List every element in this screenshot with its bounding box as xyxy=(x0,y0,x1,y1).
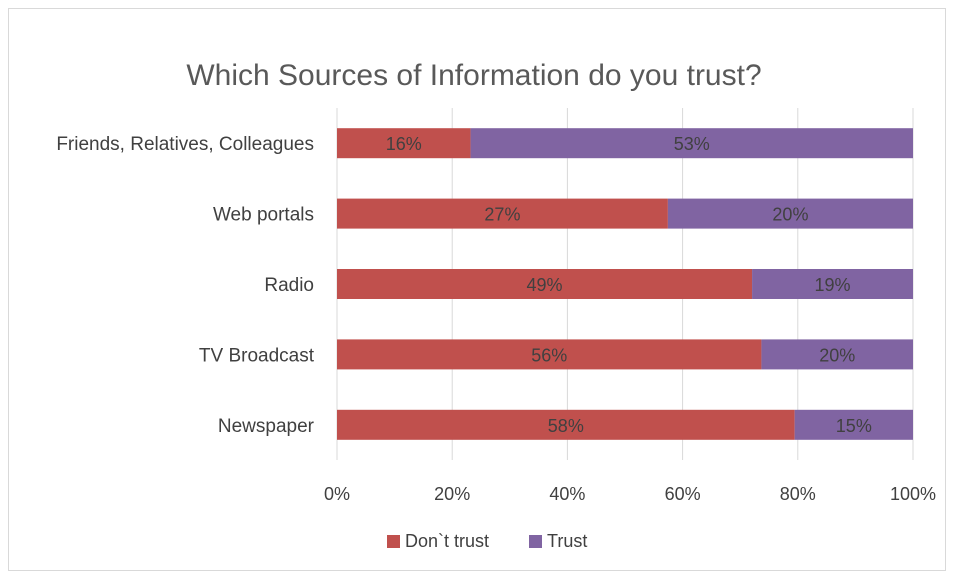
x-tick-labels: 0% 20% 40% 60% 80% 100% xyxy=(324,484,936,504)
legend: Don`t trust Trust xyxy=(387,531,587,551)
x-tick-label: 80% xyxy=(780,484,816,504)
x-tick-label: 20% xyxy=(434,484,470,504)
data-label: 19% xyxy=(815,275,851,295)
category-label: Radio xyxy=(264,275,314,296)
bar-trust xyxy=(794,409,913,440)
data-label: 53% xyxy=(674,134,710,154)
category-labels: Friends, Relatives, Colleagues Web portal… xyxy=(56,134,314,437)
bar-dont-trust xyxy=(337,198,668,229)
data-label: 20% xyxy=(819,345,855,365)
x-tick-label: 60% xyxy=(665,484,701,504)
category-label: Newspaper xyxy=(218,416,315,437)
legend-label: Trust xyxy=(547,531,587,551)
x-tick-label: 0% xyxy=(324,484,350,504)
bar-dont-trust xyxy=(337,128,471,159)
data-label: 15% xyxy=(836,416,872,436)
bar-trust xyxy=(761,339,913,370)
legend-swatch xyxy=(387,535,400,548)
legend-label: Don`t trust xyxy=(405,531,489,551)
bar-trust xyxy=(752,269,913,299)
bars: 16% 53% 27% 20% 49% 19% 56% 20% 58% 15% xyxy=(337,128,913,440)
data-label: 56% xyxy=(531,345,567,365)
category-label: TV Broadcast xyxy=(199,345,315,366)
bar-dont-trust xyxy=(337,409,795,440)
data-label: 16% xyxy=(386,134,422,154)
category-label: Web portals xyxy=(213,205,314,226)
data-label: 58% xyxy=(548,416,584,436)
data-label: 27% xyxy=(484,205,520,225)
x-tick-label: 100% xyxy=(890,484,936,504)
data-label: 49% xyxy=(527,275,563,295)
data-label: 20% xyxy=(772,205,808,225)
bar-dont-trust xyxy=(337,339,762,370)
x-tick-label: 40% xyxy=(549,484,585,504)
category-label: Friends, Relatives, Colleagues xyxy=(56,134,314,155)
chart-title: Which Sources of Information do you trus… xyxy=(186,59,761,92)
legend-swatch xyxy=(529,535,542,548)
bar-trust xyxy=(667,198,913,229)
bar-dont-trust xyxy=(337,269,753,299)
bar-trust xyxy=(470,128,913,159)
